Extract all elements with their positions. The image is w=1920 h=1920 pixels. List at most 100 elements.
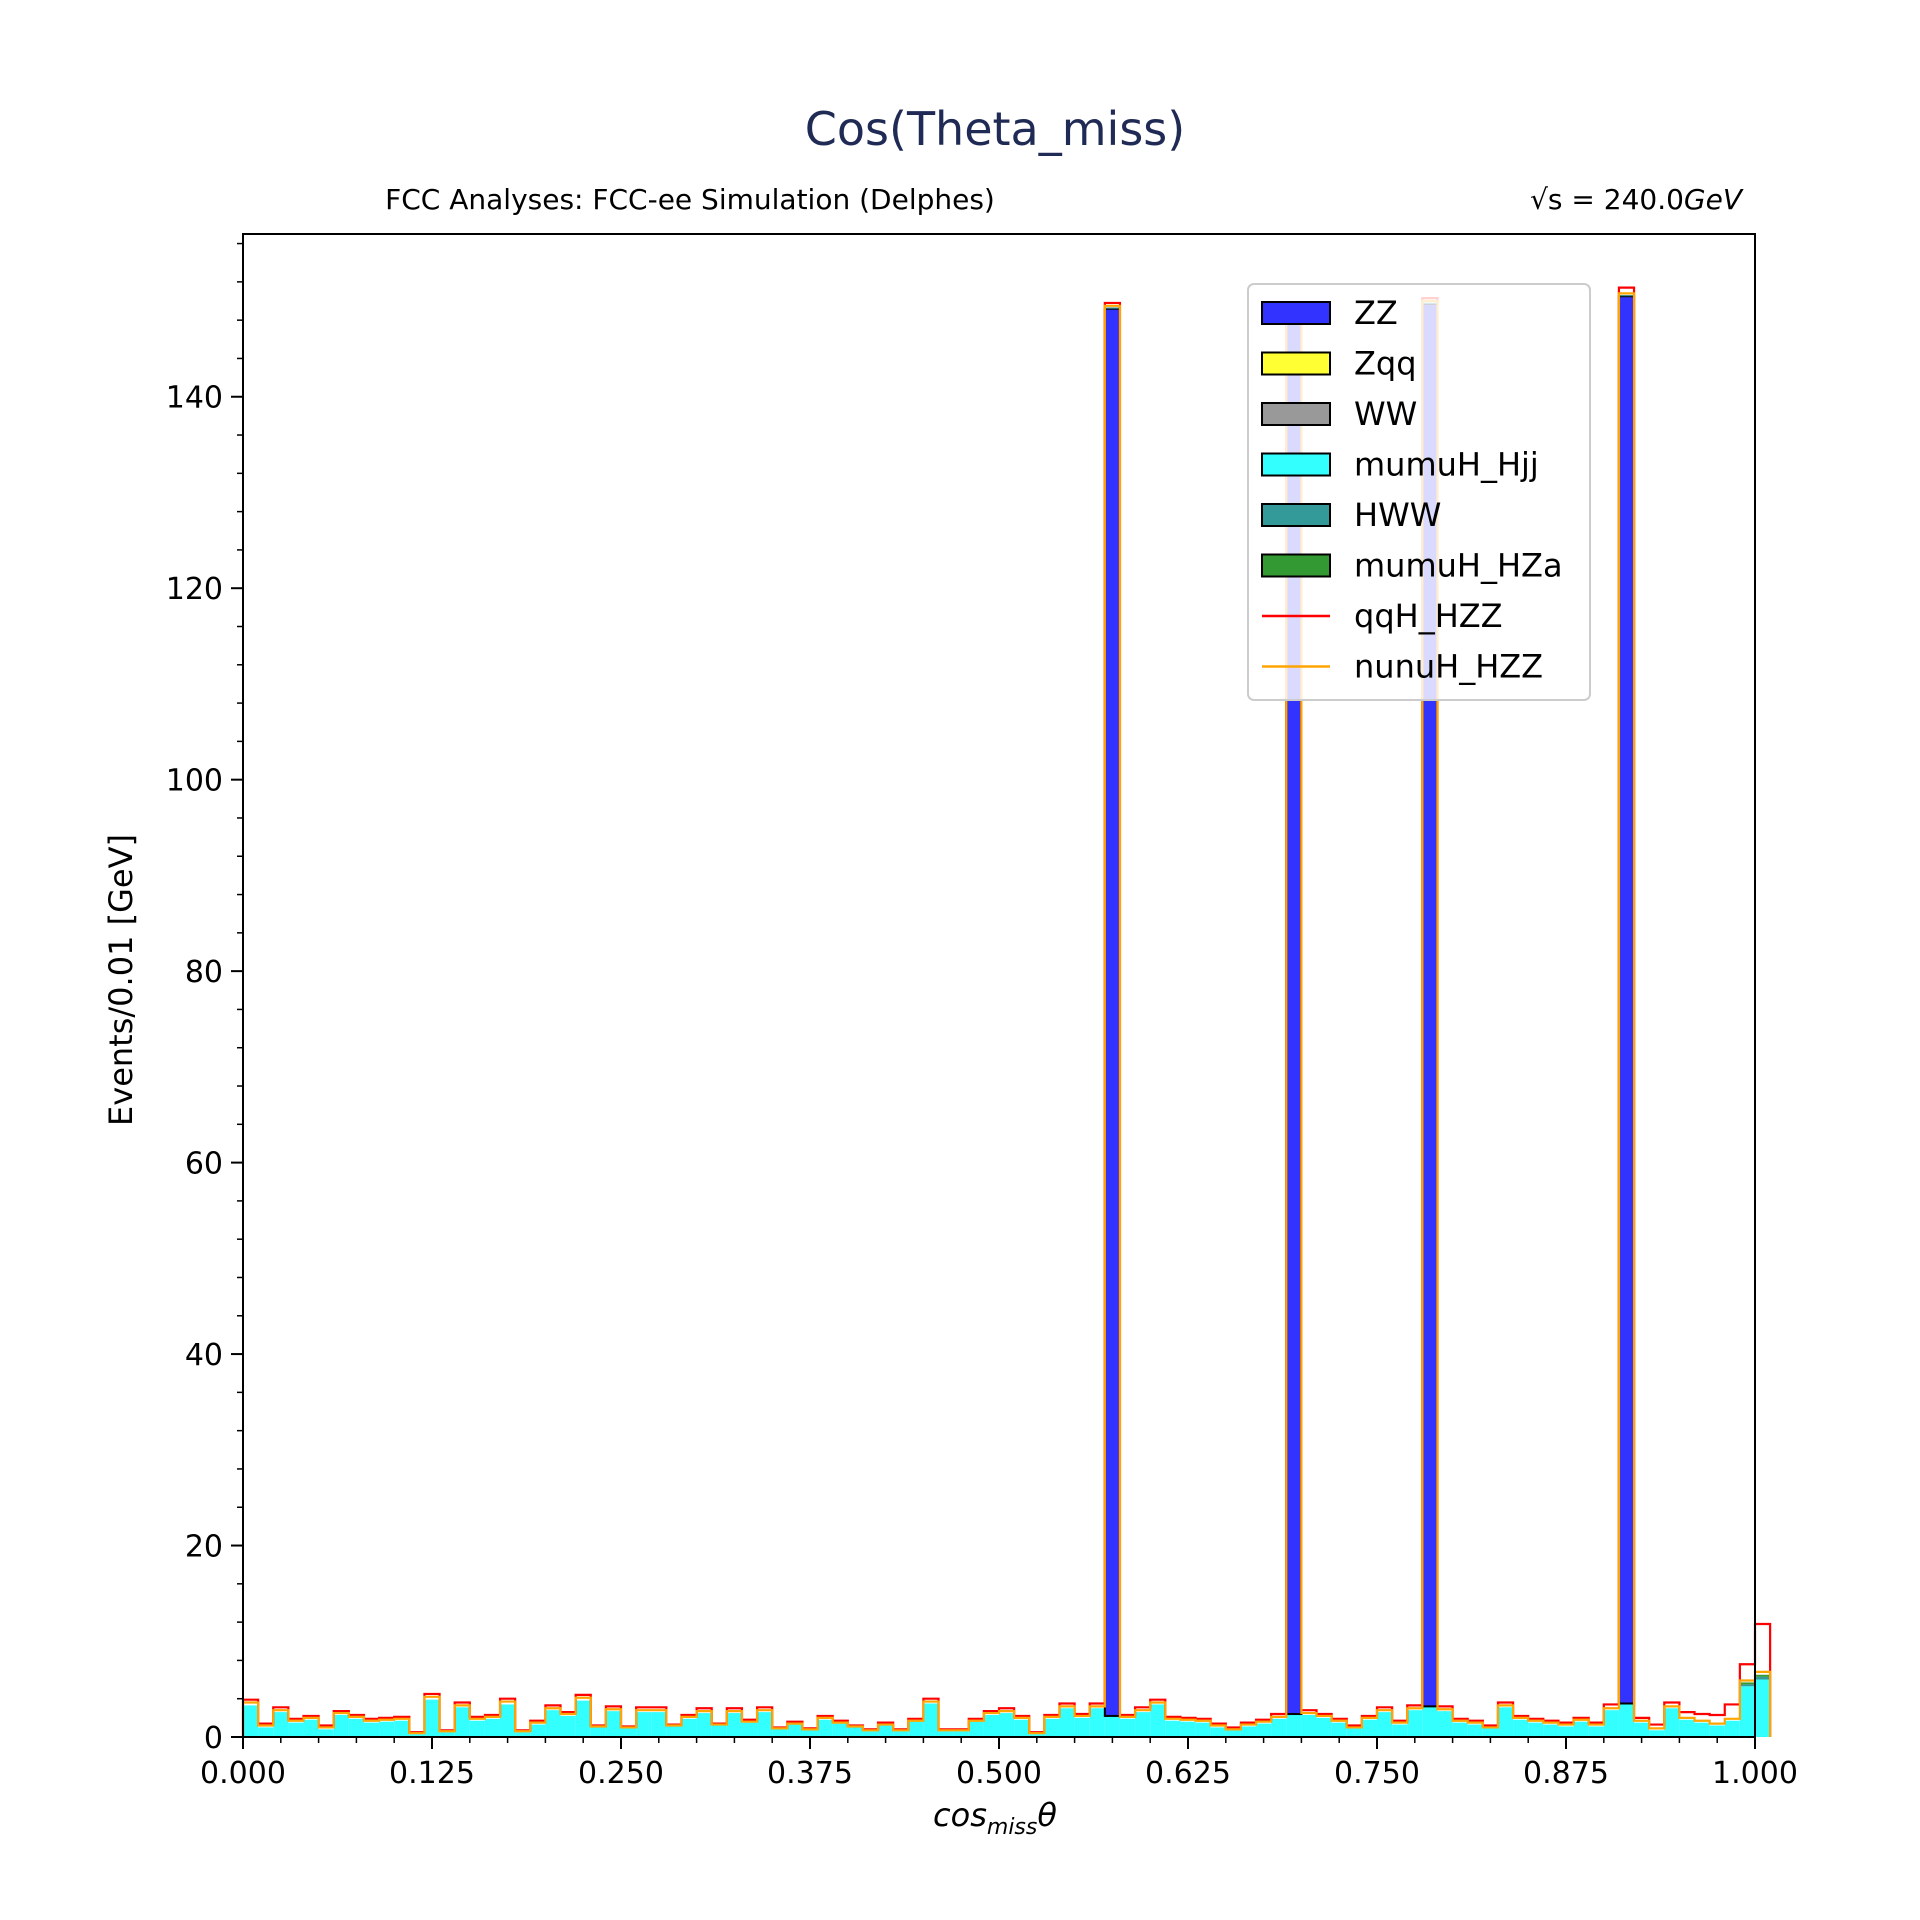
- bar-mumuH_Hjj-61: [1165, 1720, 1181, 1737]
- y-tick-label-3: 60: [185, 1147, 223, 1182]
- x-tick-label-3: 0.375: [767, 1756, 853, 1791]
- x-tick-label-2: 0.250: [578, 1756, 664, 1791]
- bar-mumuH_Hjj-76: [1392, 1724, 1408, 1737]
- bar-mumuH_Hjj-1: [258, 1727, 274, 1737]
- chart-subtitle-right: √s = 240.0GeV: [1530, 183, 1744, 216]
- bar-mumuH_Hjj-65: [1225, 1730, 1241, 1737]
- bar-mumuH_Hjj-10: [394, 1720, 410, 1737]
- x-axis-label: cosmissθ: [933, 1796, 1057, 1840]
- bar-mumuH_Hjj-93: [1649, 1730, 1665, 1737]
- bar-HWW-57: [1104, 307, 1120, 309]
- bar-mumuH_Hjj-97: [1709, 1725, 1725, 1737]
- bar-ZZ-91: [1617, 295, 1636, 1705]
- x-tick-label-0: 0.000: [200, 1756, 286, 1791]
- bar-mumuH_Hjj-15: [469, 1720, 485, 1737]
- chart-subtitle-right-unit: GeV: [1684, 183, 1744, 216]
- bar-mumuH_Hjj-81: [1467, 1724, 1483, 1737]
- y-tick-label-1: 20: [185, 1530, 223, 1565]
- bar-mumuH_Hjj-86: [1543, 1724, 1559, 1737]
- x-tick-label-8: 1.000: [1712, 1756, 1798, 1791]
- bar-mumuH_Hjj-89: [1588, 1726, 1604, 1737]
- bar-HWW-91: [1618, 295, 1635, 297]
- y-tick-label-4: 80: [185, 955, 223, 990]
- bar-mumuH_Hjj-99: [1739, 1686, 1755, 1737]
- bar-mumuH_Hjj-78: [1422, 1706, 1438, 1737]
- bar-mumuH_Hjj-90: [1603, 1710, 1619, 1737]
- x-axis-label-sub: miss: [987, 1815, 1037, 1840]
- x-tick-label-5: 0.625: [1145, 1756, 1231, 1791]
- legend-label-Zqq: Zqq: [1354, 345, 1417, 383]
- legend-swatch-Zqq: [1261, 351, 1331, 376]
- bar-mumuH_Hjj-36: [787, 1724, 803, 1737]
- y-tick-label-2: 40: [185, 1338, 223, 1373]
- bar-mumuH_Hjj-20: [545, 1710, 561, 1737]
- bar-mumuH_Hjj-24: [605, 1711, 621, 1737]
- legend-swatch-ZZ: [1261, 301, 1331, 325]
- bar-mumuH_Hjj-79: [1437, 1711, 1453, 1737]
- bar-mumuH_Hjj-39: [832, 1723, 848, 1737]
- bar-mumuH_Hjj-11: [409, 1734, 425, 1737]
- bar-mumuH_Hjj-0: [243, 1705, 259, 1737]
- bar-mumuH_Hjj-31: [711, 1725, 727, 1737]
- bar-mumuH_Hjj-35: [772, 1729, 788, 1737]
- bar-mumuH_Hjj-2: [273, 1712, 289, 1737]
- bar-mumuH_Hjj-5: [318, 1729, 334, 1737]
- bar-mumuH_HZa-100: [1755, 1674, 1771, 1677]
- bar-HWW-99: [1739, 1684, 1755, 1687]
- bar-mumuH_Hjj-43: [893, 1731, 909, 1737]
- bar-mumuH_Hjj-23: [590, 1727, 606, 1737]
- axes: 0.000 0.125 0.250 0.375 0.500 0.625 0.750 0.875…: [166, 233, 1798, 1791]
- bar-mumuH_Hjj-57: [1104, 1715, 1120, 1737]
- bar-mumuH_Hjj-54: [1059, 1708, 1075, 1737]
- x-tick-label-4: 0.500: [956, 1756, 1042, 1791]
- bar-mumuH_Hjj-6: [333, 1714, 349, 1737]
- bar-mumuH_Hjj-75: [1377, 1712, 1393, 1737]
- legend-label-mumuH_HZa: mumuH_HZa: [1354, 547, 1563, 585]
- bar-mumuH_Hjj-55: [1074, 1717, 1090, 1737]
- x-axis-label-tail: θ: [1037, 1796, 1057, 1834]
- chart-subtitle-right-prefix: √s = 240.0: [1530, 183, 1684, 216]
- bar-mumuH_Hjj-52: [1029, 1734, 1045, 1737]
- bar-mumuH_Hjj-96: [1694, 1722, 1710, 1737]
- bar-mumuH_Hjj-19: [530, 1724, 546, 1737]
- bar-mumuH_Hjj-92: [1634, 1722, 1650, 1737]
- bar-mumuH_Hjj-13: [439, 1732, 455, 1737]
- y-tick-label-6: 120: [166, 572, 223, 607]
- x-axis-label-main: cos: [933, 1796, 987, 1834]
- bar-mumuH_Hjj-27: [651, 1712, 667, 1737]
- legend-box: [1247, 283, 1591, 701]
- bar-mumuH_Hjj-34: [757, 1712, 773, 1737]
- bar-mumuH_Hjj-77: [1407, 1710, 1423, 1737]
- bar-mumuH_Hjj-56: [1089, 1708, 1105, 1737]
- bar-mumuH_Hjj-82: [1482, 1728, 1498, 1737]
- series-mumuH_Hjj: [243, 1679, 1771, 1737]
- bar-mumuH_Hjj-3: [288, 1722, 304, 1737]
- legend-label-HWW: HWW: [1354, 496, 1441, 534]
- bar-mumuH_Hjj-46: [938, 1731, 954, 1737]
- bar-mumuH_Hjj-40: [847, 1727, 863, 1737]
- bar-mumuH_Hjj-60: [1150, 1704, 1166, 1737]
- bar-mumuH_Hjj-74: [1361, 1719, 1377, 1737]
- legend-label-qqH_HZZ: qqH_HZZ: [1354, 597, 1503, 635]
- bar-mumuH_Hjj-42: [878, 1725, 894, 1737]
- legend: ZZ Zqq WW mumuH_Hjj HWW mumuH_HZa qqH_HZZ nunuH…: [1247, 283, 1591, 701]
- bar-mumuH_Hjj-98: [1724, 1720, 1740, 1737]
- bar-mumuH_Hjj-91: [1618, 1703, 1635, 1737]
- bar-mumuH_Hjj-41: [862, 1731, 879, 1737]
- bar-mumuH_Hjj-45: [923, 1703, 939, 1737]
- bar-mumuH_Hjj-8: [363, 1722, 380, 1737]
- bar-mumuH_Hjj-47: [953, 1731, 969, 1737]
- bar-mumuH_Hjj-21: [560, 1715, 576, 1737]
- bar-mumuH_Hjj-38: [817, 1719, 833, 1737]
- bar-mumuH_Hjj-80: [1452, 1722, 1468, 1737]
- bar-mumuH_Hjj-18: [515, 1732, 531, 1737]
- bar-mumuH_Hjj-66: [1240, 1726, 1257, 1737]
- legend-label-WW: WW: [1354, 395, 1417, 433]
- bar-mumuH_Hjj-94: [1664, 1708, 1680, 1737]
- bar-mumuH_Hjj-84: [1513, 1719, 1529, 1737]
- bar-ZZ-57: [1103, 307, 1121, 1717]
- bar-mumuH_Hjj-100: [1755, 1679, 1771, 1737]
- bar-mumuH_Hjj-88: [1573, 1721, 1589, 1737]
- bar-mumuH_Hjj-69: [1286, 1714, 1302, 1737]
